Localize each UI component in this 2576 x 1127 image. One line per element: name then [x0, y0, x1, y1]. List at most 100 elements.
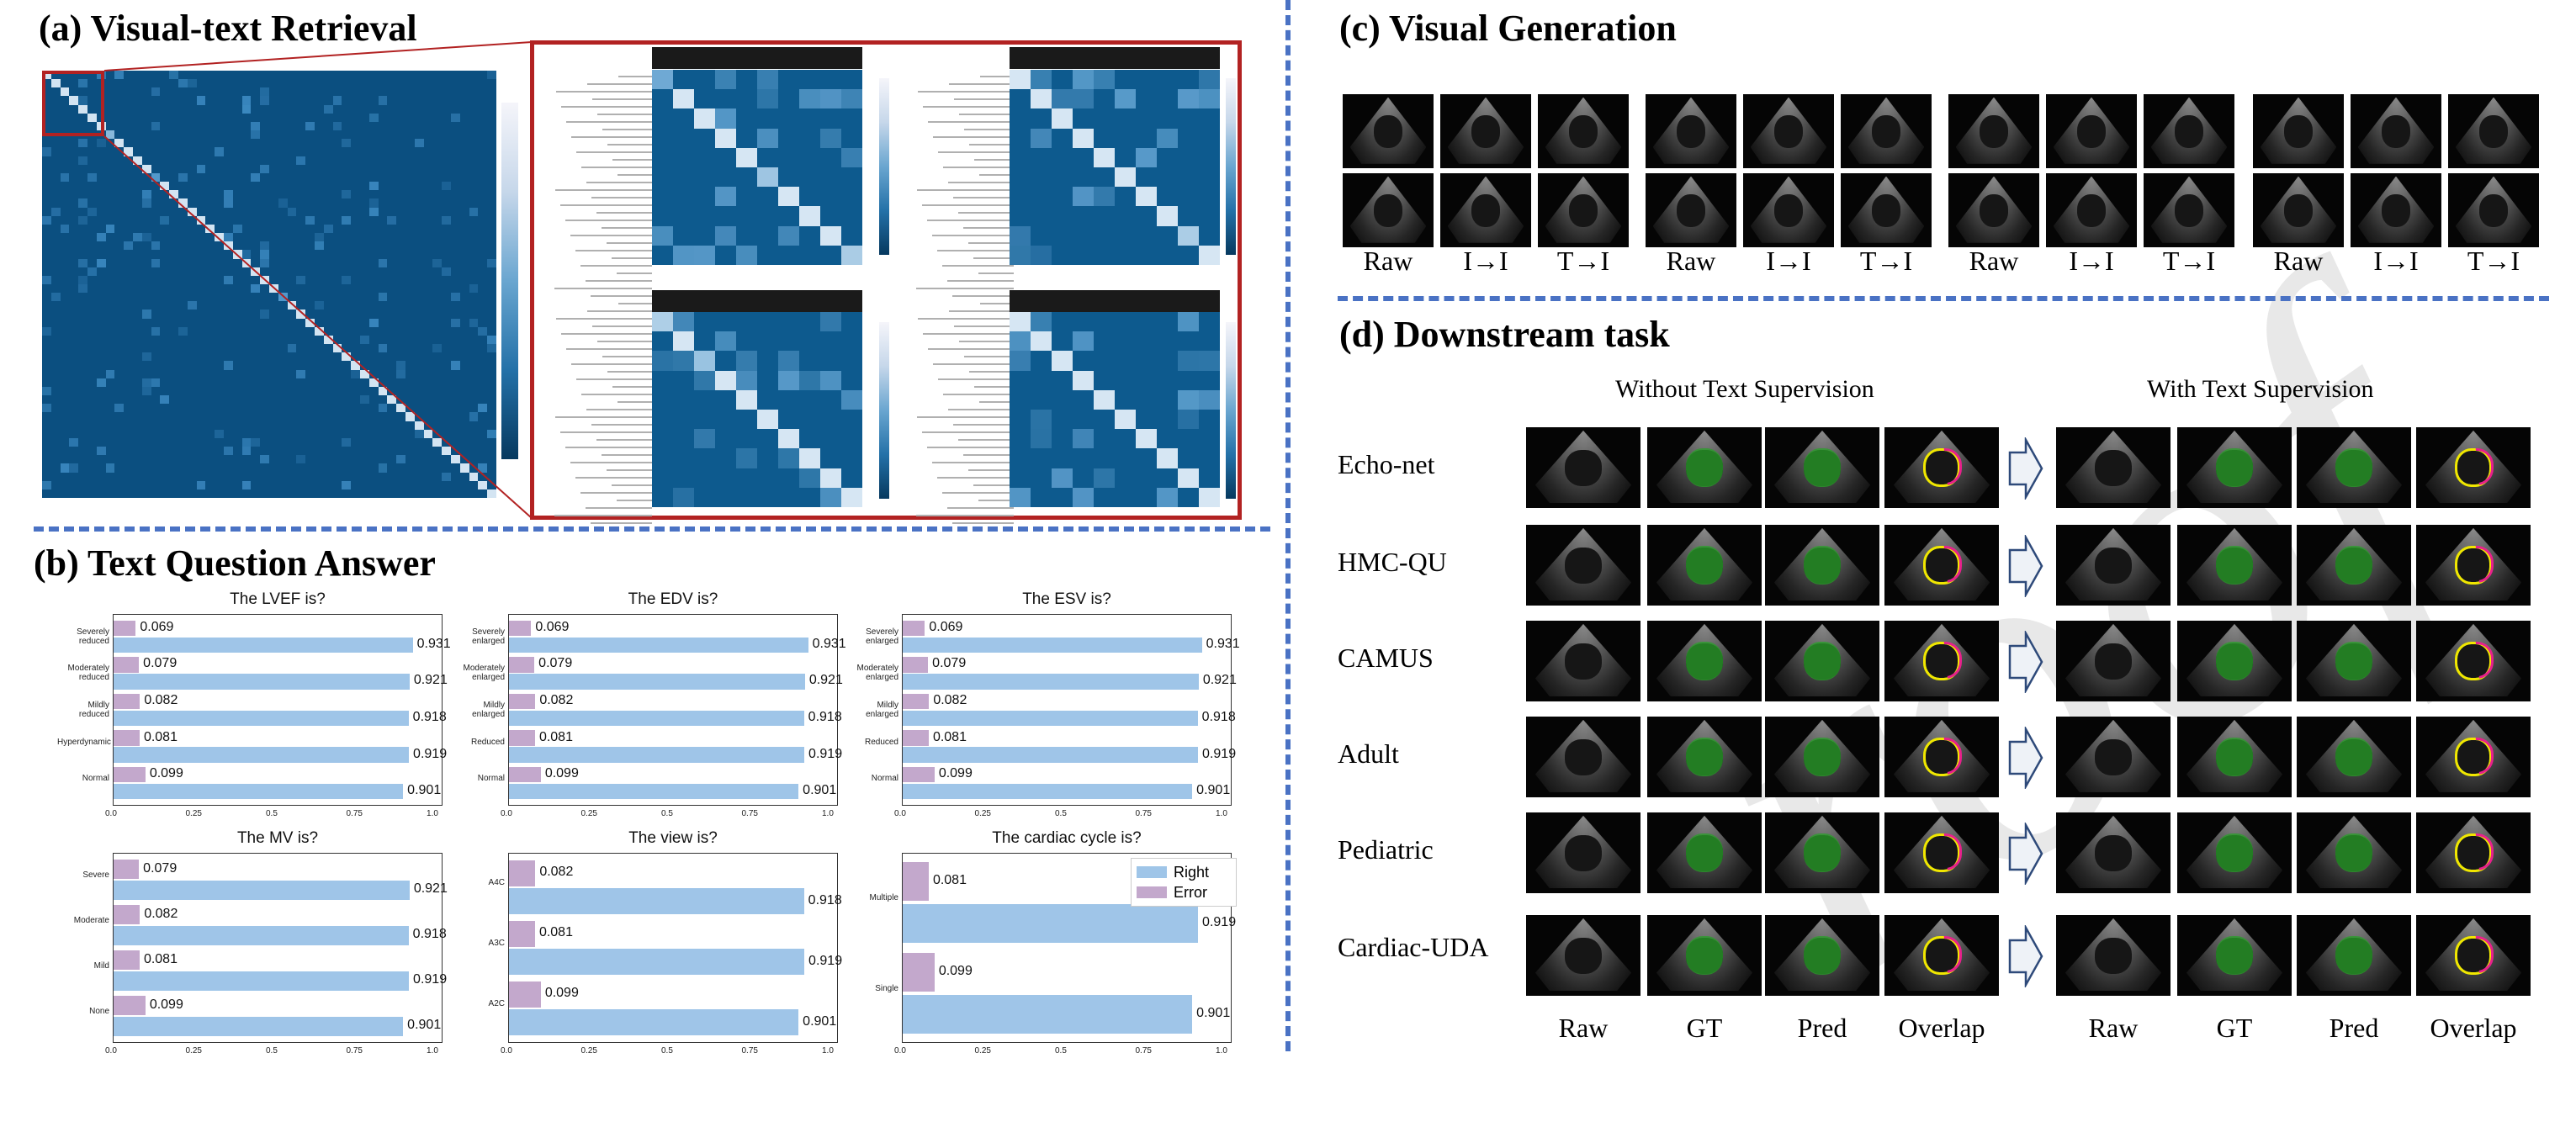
- downstream-right-frame: [2297, 717, 2411, 797]
- overlap-contour: [1923, 935, 1960, 976]
- echo-cavity: [2174, 114, 2204, 149]
- segmentation-mask: [1804, 447, 1841, 488]
- bar-right-label: 0.919: [1202, 914, 1237, 929]
- mini-diag-cell: [1052, 108, 1073, 129]
- heatmap-cell: [315, 301, 324, 310]
- bar-right-label: 0.918: [808, 892, 842, 907]
- overlap-contour: [1923, 545, 1960, 585]
- heatmap-cell: [42, 404, 51, 413]
- mini-label-line: [916, 288, 1014, 289]
- generation-frame: [2046, 94, 2137, 168]
- heatmap-cell: [342, 480, 352, 489]
- generation-label: I→I: [2373, 246, 2419, 276]
- mini-label-line: [586, 507, 652, 509]
- mini-label-line: [602, 356, 652, 357]
- mini-label-line: [602, 454, 652, 456]
- heatmap-cell: [78, 215, 87, 225]
- bar-error-label: 0.099: [544, 766, 579, 781]
- heatmap-cell: [151, 378, 161, 387]
- category-label: Severely enlarged: [472, 627, 505, 646]
- legend-swatch: [1137, 866, 1167, 878]
- bar-error: [903, 657, 929, 673]
- segmentation-mask: [1686, 641, 1723, 681]
- heatmap-diag-cell: [342, 352, 352, 362]
- mini-cell: [820, 487, 841, 507]
- category-label: A2C: [488, 999, 505, 1008]
- mini-cell: [652, 351, 673, 371]
- heatmap-cell: [251, 130, 261, 140]
- echo-cavity: [1565, 834, 1602, 872]
- x-tick-label: 0.25: [580, 809, 597, 818]
- mini-label-line: [575, 250, 652, 251]
- chart-title: The LVEF is?: [230, 590, 326, 608]
- mini-label-line: [974, 159, 1014, 161]
- bar-right-label: 0.921: [413, 673, 448, 688]
- heatmap-cell: [78, 96, 87, 105]
- transition-arrow-icon: [2008, 823, 2043, 885]
- mini-diag-cell: [715, 128, 736, 148]
- segmentation-mask: [2216, 545, 2253, 585]
- with-supervision-header: With Text Supervision: [2147, 375, 2374, 403]
- heatmap-cell: [342, 215, 352, 225]
- x-tick-label: 0.5: [266, 809, 278, 818]
- downstream-right-frame: [2177, 717, 2292, 797]
- bar-right: [903, 784, 1193, 800]
- mini-diag-cell: [1010, 70, 1031, 90]
- transition-arrow-icon: [2008, 727, 2043, 789]
- mini-diag-cell: [736, 147, 757, 167]
- heatmap-cell: [260, 241, 269, 251]
- mini-label-line: [591, 295, 652, 297]
- mini-colorbar-4: [1226, 322, 1236, 499]
- heatmap-cell: [478, 404, 488, 413]
- heatmap-cell: [69, 437, 79, 447]
- echo-cavity: [1471, 193, 1501, 228]
- dataset-label: CAMUS: [1338, 643, 1434, 673]
- echo-cavity: [1773, 114, 1804, 149]
- segmentation-mask: [1686, 447, 1723, 488]
- mini-label-line: [607, 144, 652, 146]
- generation-label: Raw: [1666, 246, 1716, 276]
- mini-label-line: [964, 129, 1014, 130]
- transition-arrow-icon: [2008, 631, 2043, 693]
- mini-diag-cell: [1052, 351, 1073, 371]
- heatmap-cell: [151, 87, 161, 97]
- bar-right: [114, 784, 404, 800]
- overlap-contour: [2455, 447, 2492, 488]
- segmentation-mask: [1804, 833, 1841, 873]
- mini-label-line: [561, 333, 652, 335]
- heatmap-cell: [442, 215, 451, 225]
- generation-frame: [2351, 94, 2441, 168]
- bar-right: [114, 637, 413, 653]
- mini-label-line: [969, 371, 1014, 373]
- mini-cell: [820, 128, 841, 148]
- generation-frame: [2253, 94, 2344, 168]
- mini-cell: [757, 128, 778, 148]
- category-label: Mildly reduced: [78, 701, 109, 719]
- mini-diag-cell: [757, 167, 778, 188]
- bar-right-label: 0.901: [407, 1018, 442, 1033]
- mini-colorbar-1: [879, 78, 889, 255]
- bar-right-label: 0.919: [808, 746, 843, 761]
- mini-label-line: [959, 341, 1014, 342]
- heatmap-cell: [378, 258, 388, 267]
- mini-label-line: [554, 515, 652, 516]
- segmentation-mask: [1804, 545, 1841, 585]
- generation-frame: [1538, 173, 1629, 247]
- mini-diag-cell: [736, 389, 757, 410]
- heatmap-cell: [260, 87, 269, 97]
- heatmap-cell: [50, 207, 61, 216]
- category-label: Hyperdynamic: [57, 737, 111, 747]
- echo-cavity: [2095, 937, 2132, 975]
- mini-label-line: [978, 500, 1014, 501]
- heatmap-diag-cell: [87, 113, 97, 122]
- mini-label-line: [974, 386, 1014, 388]
- mini-label-line: [602, 129, 652, 130]
- generation-label: I→I: [1463, 246, 1508, 276]
- bar-error-label: 0.099: [149, 766, 183, 781]
- heatmap-cell: [315, 233, 324, 242]
- mini-cell: [1157, 128, 1178, 148]
- mini-cell: [1178, 225, 1199, 246]
- heatmap-cell: [160, 395, 170, 405]
- bar-right-label: 0.901: [1196, 1005, 1231, 1020]
- generation-frame: [1743, 173, 1834, 247]
